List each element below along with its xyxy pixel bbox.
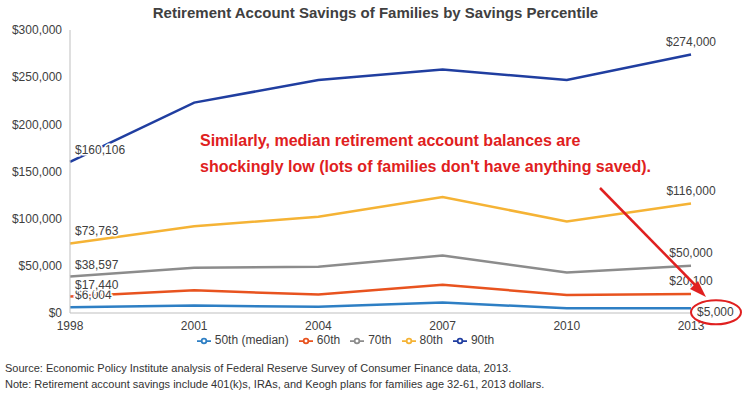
svg-text:$38,597: $38,597 [75, 258, 119, 272]
svg-text:$17,440: $17,440 [75, 278, 119, 292]
svg-text:$6,004: $6,004 [75, 288, 112, 303]
svg-text:$100,000: $100,000 [12, 212, 62, 226]
html-text:Similarly, median retirement a: Similarly, median retirement account bal… [200, 132, 581, 149]
html-text:60th: 60th [316, 333, 341, 347]
svg-text:$300,000: $300,000 [12, 23, 62, 37]
svg-text:$116,000: $116,000 [666, 184, 715, 198]
svg-text:2010: 2010 [553, 319, 580, 333]
svg-text:2007: 2007 [429, 319, 456, 333]
html-text:Retirement Account Savings of: Retirement Account Savings of Families b… [152, 4, 599, 21]
html-text:Note: Retirement account savin: Note: Retirement account savings include… [5, 378, 545, 390]
svg-text:1998: 1998 [57, 319, 84, 333]
svg-text:$160,106: $160,106 [75, 143, 125, 157]
html-text:Source: Economic Policy Instit: Source: Economic Policy Institute analys… [5, 362, 512, 374]
svg-text:2004: 2004 [305, 319, 332, 333]
svg-text:$5,000: $5,000 [697, 305, 734, 319]
svg-text:$50,000: $50,000 [669, 246, 713, 260]
html-text:90th: 90th [470, 333, 495, 347]
svg-text:$250,000: $250,000 [12, 70, 62, 84]
html-text:80th: 80th [419, 333, 443, 347]
svg-text:$20,100: $20,100 [669, 274, 713, 288]
html-text:70th: 70th [368, 333, 392, 347]
svg-text:$0: $0 [49, 306, 63, 320]
svg-text:$50,000: $50,000 [19, 259, 63, 273]
svg-text:$150,000: $150,000 [12, 165, 62, 179]
svg-text:2001: 2001 [181, 319, 208, 333]
svg-text:$274,000: $274,000 [666, 35, 716, 49]
svg-text:2013: 2013 [678, 319, 705, 333]
html-text:shockingly low (lots of famili: shockingly low (lots of families don't h… [200, 158, 651, 175]
html-text:50th (median): 50th (median) [214, 333, 289, 347]
svg-text:$200,000: $200,000 [12, 118, 62, 132]
svg-text:$73,763: $73,763 [75, 224, 119, 238]
